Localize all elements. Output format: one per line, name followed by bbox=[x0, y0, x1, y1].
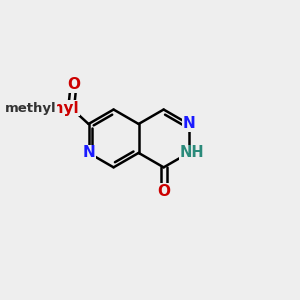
Text: N: N bbox=[182, 116, 195, 131]
Text: methyl: methyl bbox=[5, 102, 56, 115]
Text: O: O bbox=[157, 184, 170, 199]
Text: O: O bbox=[67, 77, 80, 92]
Text: NH: NH bbox=[179, 146, 204, 160]
Text: N: N bbox=[82, 146, 95, 160]
Text: methyl: methyl bbox=[20, 100, 79, 116]
